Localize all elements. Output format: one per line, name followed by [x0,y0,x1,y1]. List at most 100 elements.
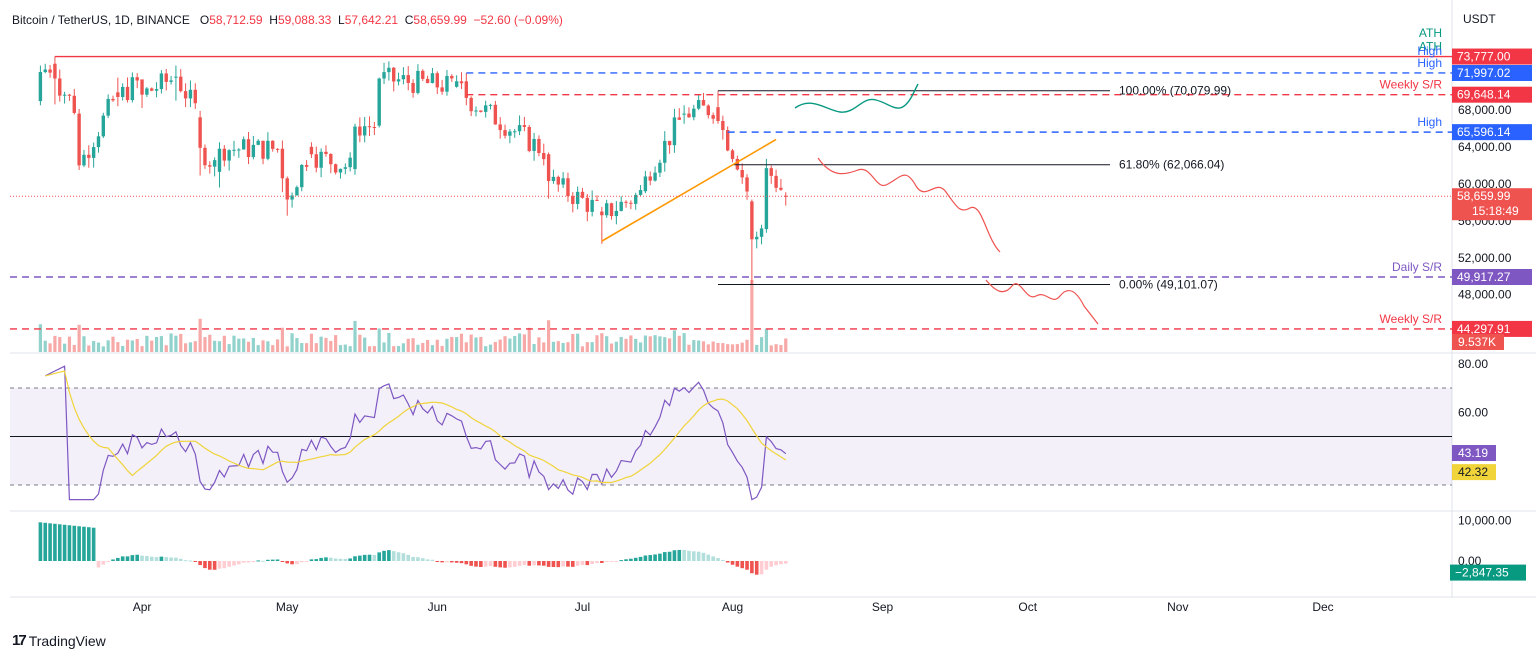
macd-bar [57,524,62,561]
volume-bar [450,336,454,352]
macd-bar [706,554,711,561]
volume-bar [261,340,265,352]
volume-bar [571,334,575,352]
volume-bar [164,345,168,352]
volume-bar [508,338,512,352]
candle-body [353,126,357,170]
rsi-ma-tag [1452,464,1496,481]
candle-body [256,140,260,145]
macd-bar [580,561,585,566]
candle-body [721,121,725,131]
candle-body [329,153,333,165]
candle-body [677,117,681,120]
macd-bar [183,560,188,562]
candle-body [421,70,425,79]
macd-bar [77,526,81,561]
candle-body [595,199,599,201]
volume-bar [67,336,72,352]
volume-bar [72,344,76,352]
candle-body [343,167,348,169]
candle-body [232,149,236,151]
low-value: 57,642.21 [344,13,399,27]
volume-bar [116,342,120,352]
volume-bar [730,344,735,352]
candle-body [435,73,439,88]
macd-bar [338,558,343,561]
volume-bar [421,342,425,352]
macd-histogram [38,522,788,575]
candle-body [634,194,638,204]
macd-bar [643,555,648,561]
symbol-title[interactable]: Bitcoin / TetherUS, 1D, BINANCE [12,13,190,27]
level-price-tag [1452,269,1532,286]
volume-bar [53,335,57,352]
macd-bar [541,561,546,566]
volume-bar [208,334,212,352]
volume-bar [542,342,546,352]
candle-body [629,202,633,204]
rsi-ma-value: 42.32 [1458,465,1488,479]
candle-body [38,72,43,102]
candle-body [779,187,783,190]
macd-bar [769,561,774,567]
candle-body [140,79,144,95]
macd-bar [537,561,541,566]
time-axis-label: Nov [1167,600,1188,614]
candle-body [382,72,386,79]
macd-bar [353,556,357,561]
macd-bar [382,550,386,561]
tradingview-logo[interactable]: 17 TradingView [12,632,106,649]
candle-body [198,117,202,148]
candle-body [716,107,720,122]
volume-bar [711,341,715,352]
macd-bar [387,550,391,561]
volume-bar [203,337,207,352]
volume-bar [217,341,222,352]
volume-bar [629,335,633,352]
volume-bar [692,340,696,352]
candle-body [454,81,459,87]
candle-body [96,136,101,148]
time-axis-label: Jun [428,600,447,614]
candle-body [769,168,773,176]
volume-bar [716,342,720,352]
volume-bar [329,341,333,352]
volume-bar [653,335,657,352]
volume-bar [150,340,154,352]
macd-bar [648,555,653,561]
level-label: Daily S/R [1392,260,1442,274]
volume-bar [522,334,526,352]
candle-body [275,148,280,150]
macd-bar [435,561,440,562]
currency-label[interactable]: USDT [1463,12,1496,26]
candle-body [571,196,575,204]
level-price-tag [1452,48,1532,65]
macd-bar [82,526,86,561]
volume-bar [300,343,304,352]
macd-bar [759,561,764,575]
volume-bar [566,342,570,352]
macd-bar [527,561,532,566]
volume-bar [537,337,541,352]
volume-bar [517,333,522,352]
volume-bar [314,343,318,352]
high-label: H [269,13,278,27]
candle-body [348,157,352,168]
volume-bar [479,336,483,352]
candle-body [154,89,159,91]
macd-bar [614,561,619,562]
volume-bar [101,346,105,352]
candle-body [503,130,507,136]
volume-bar [445,338,449,352]
macd-bar [329,557,333,561]
candle-body [508,131,512,136]
volume-bar [740,342,744,352]
bullish-projection-path [794,83,919,113]
price-tick-label: 52,000.00 [1458,251,1512,265]
bearish-projection-path [817,157,1001,253]
level-price-value: 49,917.27 [1457,270,1511,284]
volume-bar [63,343,67,352]
candle-body [513,131,517,133]
macd-bar [571,561,575,567]
